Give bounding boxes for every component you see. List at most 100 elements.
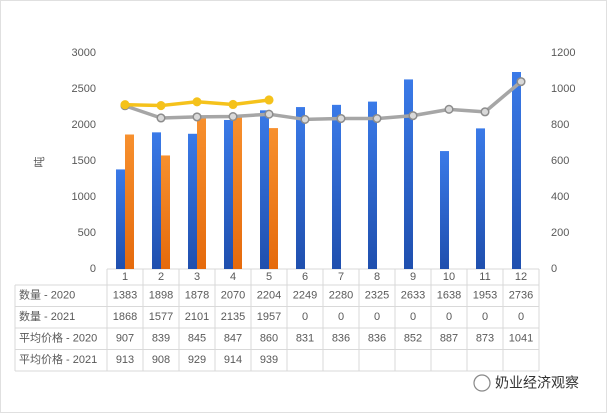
table-cell: 1898 (149, 290, 173, 302)
line (124, 80, 523, 122)
table-cell: 1383 (113, 290, 137, 302)
y-tick-label: 2500 (72, 83, 96, 95)
line-marker (480, 107, 490, 117)
legend-label: 平均价格 - 2020 (19, 331, 97, 345)
bar (269, 128, 278, 269)
table-cell: 839 (152, 333, 170, 345)
bar (224, 119, 233, 270)
y-tick-label: 2000 (72, 119, 96, 131)
table-cell: 847 (224, 333, 242, 345)
legend-label: 平均价格 - 2021 (19, 352, 97, 366)
bar (116, 169, 125, 269)
table-cell: 1577 (149, 311, 173, 323)
y-tick-label: 3000 (72, 47, 96, 59)
table-cell: 0 (374, 311, 380, 323)
line-marker (228, 99, 238, 110)
y-tick-label: 500 (78, 227, 96, 239)
table-cell: 0 (482, 311, 488, 323)
y2-tick-label: 200 (551, 227, 569, 239)
table-cell: 2204 (257, 290, 281, 302)
line-marker (156, 113, 166, 123)
table-cell: 831 (296, 333, 314, 345)
y2-tick-label: 1200 (551, 47, 575, 59)
table-cell: 1638 (437, 290, 461, 302)
y-tick-label: 1500 (72, 155, 96, 167)
table-cell: 908 (152, 354, 170, 366)
x-tick-label: 11 (479, 271, 490, 283)
x-tick-label: 7 (338, 271, 344, 283)
table-cell: 929 (188, 354, 206, 366)
x-tick-label: 6 (302, 271, 308, 283)
table-cell: 2325 (365, 290, 389, 302)
y-axis-label: 吨 (33, 157, 46, 168)
table-cell: 2633 (401, 290, 425, 302)
line-marker (408, 111, 418, 121)
y2-tick-label: 400 (551, 191, 569, 203)
y2-tick-label: 0 (551, 263, 557, 275)
line-marker (264, 109, 274, 119)
bar (476, 128, 485, 269)
table-cell: 860 (260, 333, 278, 345)
line-marker (264, 95, 274, 105)
table-cell: 0 (302, 311, 308, 323)
table-cell: 0 (446, 311, 452, 323)
table-cell: 0 (518, 311, 524, 323)
bar (188, 133, 197, 269)
bar (260, 110, 269, 269)
table-cell: 0 (338, 311, 344, 323)
line-marker (156, 101, 166, 111)
table-cell: 914 (224, 354, 242, 366)
y-tick-label: 0 (90, 263, 96, 275)
table-cell: 939 (260, 354, 278, 366)
table-cell: 887 (440, 333, 458, 345)
table-cell: 2070 (221, 290, 245, 302)
table-cell: 852 (404, 333, 422, 345)
line-marker (516, 77, 526, 87)
line-marker (228, 111, 238, 122)
watermark-text: 奶业经济观察 (495, 375, 579, 391)
x-tick-label: 4 (230, 271, 236, 283)
table-cell: 1878 (185, 290, 209, 302)
x-tick-label: 1 (122, 271, 128, 283)
table-cell: 836 (332, 333, 350, 345)
y2-tick-label: 600 (551, 155, 569, 167)
table-cell: 1868 (113, 311, 137, 323)
watermark: 奶业经济观察 (473, 374, 579, 392)
line-marker (192, 112, 202, 122)
bar (512, 72, 521, 270)
x-tick-label: 9 (410, 271, 416, 283)
line-marker (120, 100, 130, 110)
bar (296, 107, 305, 270)
legend-label: 数量 - 2021 (19, 310, 75, 323)
bar (161, 155, 170, 269)
table-cell: 1957 (257, 311, 281, 323)
table-cell: 2280 (329, 290, 353, 302)
table-cell: 0 (410, 311, 416, 323)
table-cell: 845 (188, 333, 206, 345)
table-cell: 836 (368, 333, 386, 345)
table-cell: 2249 (293, 290, 317, 302)
table-cell: 1041 (509, 333, 533, 345)
bar (125, 134, 134, 269)
table-cell: 907 (116, 333, 134, 345)
x-tick-label: 12 (515, 271, 527, 283)
bar (404, 79, 413, 269)
x-tick-label: 5 (266, 271, 272, 283)
bar (233, 115, 242, 269)
x-tick-label: 10 (443, 271, 455, 283)
bar (152, 132, 161, 269)
table-cell: 2135 (221, 311, 245, 323)
legend-label: 数量 - 2020 (19, 289, 75, 302)
table-cell: 1953 (473, 290, 497, 302)
bar (332, 104, 341, 269)
y-tick-label: 1000 (72, 191, 96, 203)
table-cell: 913 (116, 354, 134, 366)
x-tick-label: 3 (194, 271, 200, 283)
line-marker (336, 113, 346, 124)
x-tick-label: 2 (158, 271, 164, 283)
line-marker (300, 114, 310, 124)
bar (440, 151, 449, 269)
table-cell: 2736 (509, 290, 533, 302)
line-marker (444, 104, 454, 114)
